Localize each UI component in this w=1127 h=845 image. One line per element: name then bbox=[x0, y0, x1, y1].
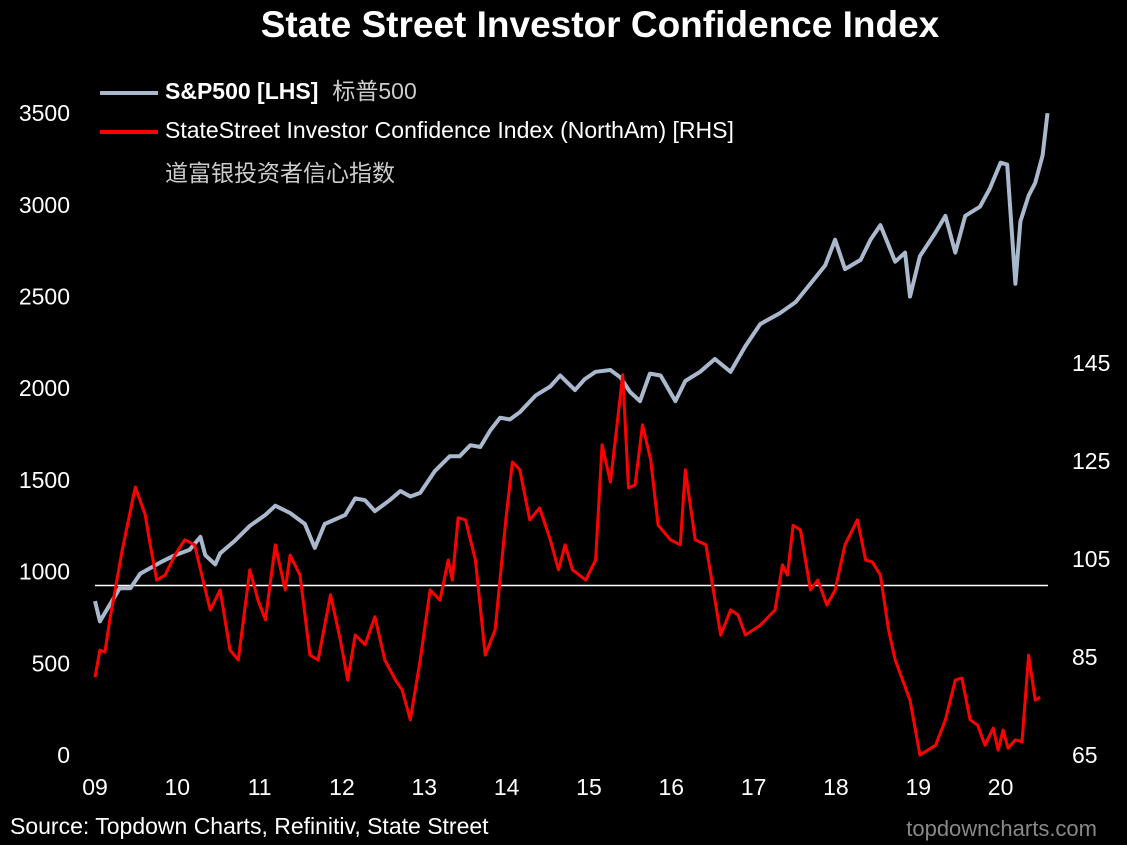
x-tick-label: 09 bbox=[82, 774, 108, 800]
y2-tick-label: 85 bbox=[1072, 644, 1098, 670]
y2-tick-label: 125 bbox=[1072, 448, 1110, 474]
x-tick-label: 19 bbox=[905, 774, 931, 800]
y-tick-label: 0 bbox=[57, 742, 70, 768]
x-tick-label: 15 bbox=[576, 774, 602, 800]
legend-label-cn: 标普500 bbox=[332, 78, 416, 104]
y-tick-label: 1000 bbox=[19, 559, 70, 585]
y-tick-label: 2000 bbox=[19, 375, 70, 401]
x-tick-label: 10 bbox=[165, 774, 191, 800]
legend-label: StateStreet Investor Confidence Index (N… bbox=[165, 117, 734, 143]
x-tick-label: 13 bbox=[412, 774, 438, 800]
series-line bbox=[93, 112, 1050, 624]
x-tick-label: 16 bbox=[658, 774, 684, 800]
legend-label-cn: 道富银投资者信心指数 bbox=[165, 160, 395, 186]
y2-tick-label: 65 bbox=[1072, 742, 1098, 768]
y-tick-label: 500 bbox=[32, 650, 70, 676]
x-tick-label: 12 bbox=[329, 774, 355, 800]
x-tick-label: 18 bbox=[823, 774, 849, 800]
y2-tick-label: 145 bbox=[1072, 350, 1110, 376]
x-tick-label: 14 bbox=[494, 774, 520, 800]
y-tick-label: 2500 bbox=[19, 284, 70, 310]
chart-title: State Street Investor Confidence Index bbox=[261, 4, 940, 45]
source: Source: Topdown Charts, Refinitiv, State… bbox=[10, 813, 489, 839]
y-tick-label: 3500 bbox=[19, 100, 70, 126]
x-tick-label: 11 bbox=[248, 774, 272, 800]
y-tick-label: 1500 bbox=[19, 467, 70, 493]
x-tick-label: 20 bbox=[988, 774, 1014, 800]
x-tick-label: 17 bbox=[741, 774, 767, 800]
y-tick-label: 3000 bbox=[19, 192, 70, 218]
series-line bbox=[93, 373, 1041, 757]
y2-tick-label: 105 bbox=[1072, 546, 1110, 572]
watermark: topdowncharts.com bbox=[906, 816, 1097, 841]
legend-label: S&P500 [LHS] bbox=[165, 78, 318, 104]
